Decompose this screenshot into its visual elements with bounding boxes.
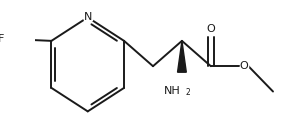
Text: F: F: [0, 34, 4, 44]
Polygon shape: [178, 41, 186, 72]
Text: 2: 2: [185, 88, 190, 97]
Text: N: N: [84, 12, 92, 22]
Text: O: O: [240, 61, 249, 71]
Text: O: O: [206, 24, 215, 34]
Text: NH: NH: [163, 86, 180, 96]
